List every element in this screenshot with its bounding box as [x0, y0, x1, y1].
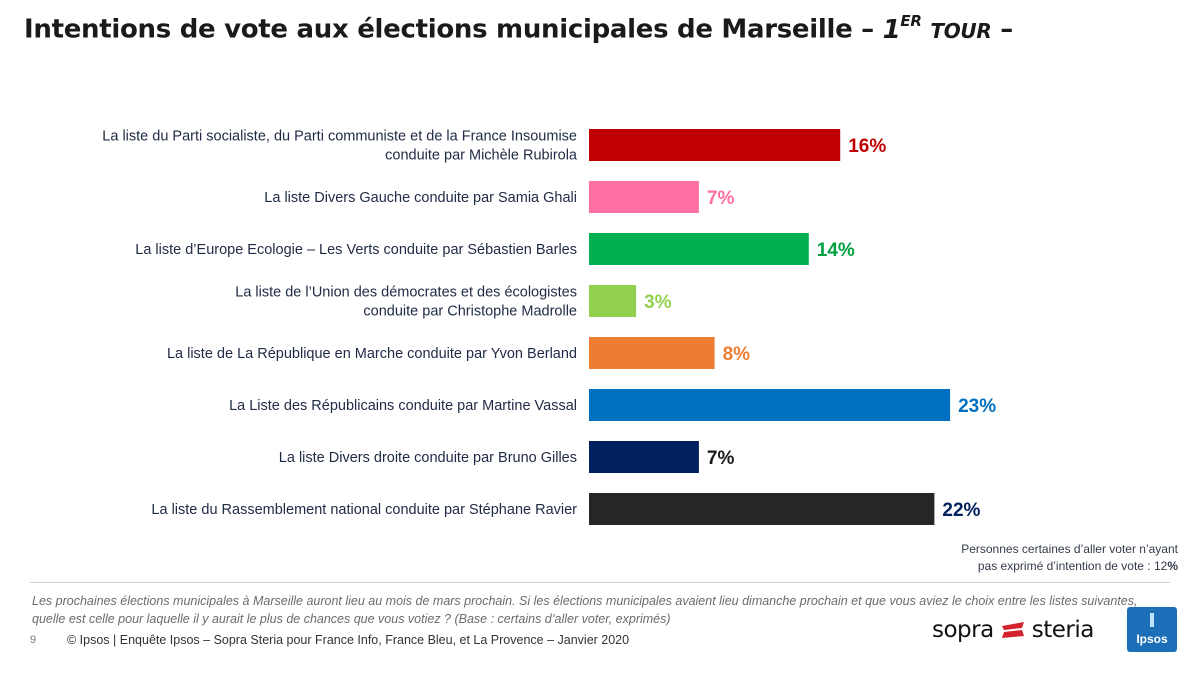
- title-round-suffix: ER: [900, 12, 922, 30]
- sopra-logo-right: steria: [1031, 617, 1095, 643]
- title-tour-word: TOUR: [930, 18, 992, 43]
- sopra-steria-mark-icon: [1001, 622, 1024, 638]
- footer-divider: [30, 582, 1170, 583]
- title-round-number: 1: [882, 14, 901, 45]
- source-credit: © Ipsos | Enquête Ipsos – Sopra Steria p…: [67, 633, 630, 647]
- bar-value-label-5: 8%: [723, 344, 751, 365]
- abstention-note: Personnes certaines d’aller voter n’ayan…: [878, 541, 1178, 575]
- sopra-steria-logo: sopra steria: [932, 617, 1094, 643]
- title-round: 1ER TOUR: [882, 12, 992, 45]
- category-label-4-line-2: conduite par Christophe Madrolle: [363, 304, 577, 320]
- abstention-note-line1: Personnes certaines d’aller voter n’ayan…: [961, 542, 1178, 556]
- bar-4: [589, 285, 637, 317]
- bar-3: [589, 233, 809, 265]
- category-label-7: La liste Divers droite conduite par Brun…: [279, 450, 577, 466]
- page-number: 9: [30, 634, 37, 646]
- abstention-note-line2: pas exprimé d’intention de vote : 12: [977, 559, 1168, 573]
- ipsos-mark-icon: [1150, 613, 1154, 627]
- category-label-5: La liste de La République en Marche cond…: [167, 346, 577, 362]
- category-label-3: La liste d’Europe Ecologie – Les Verts c…: [135, 242, 577, 258]
- title-end: –: [991, 14, 1013, 45]
- bar-1: [589, 129, 841, 161]
- bar-value-label-6: 23%: [958, 396, 996, 417]
- bar-8: [589, 493, 935, 525]
- category-label-1-line-2: conduite par Michèle Rubirola: [385, 148, 578, 164]
- category-label-4-line-1: La liste de l’Union des démocrates et de…: [235, 285, 577, 301]
- category-label-8: La liste du Rassemblement national condu…: [151, 502, 577, 518]
- bar-value-label-4: 3%: [644, 292, 672, 313]
- bar-value-label-2: 7%: [707, 188, 735, 209]
- ipsos-logo: Ipsos: [1127, 607, 1177, 652]
- category-label-6: La Liste des Républicains conduite par M…: [229, 398, 577, 414]
- bar-5: [589, 337, 715, 369]
- bar-2: [589, 181, 699, 213]
- ipsos-logo-text: Ipsos: [1136, 632, 1168, 646]
- category-label-2: La liste Divers Gauche conduite par Sami…: [264, 190, 577, 206]
- sopra-logo-left: sopra: [932, 617, 994, 643]
- title-main: Intentions de vote aux élections municip…: [24, 14, 883, 45]
- bar-chart: 16% La liste du Parti socialiste, du Part…: [102, 129, 996, 525]
- bar-value-label-7: 7%: [707, 448, 735, 469]
- bar-value-label-3: 14%: [817, 240, 855, 261]
- survey-question: Les prochaines élections municipales à M…: [32, 594, 1138, 626]
- page-title: Intentions de vote aux élections municip…: [24, 12, 1013, 45]
- bar-6: [589, 389, 951, 421]
- bar-value-label-8: 22%: [942, 500, 980, 521]
- bar-7: [589, 441, 699, 473]
- bar-value-label-1: 16%: [848, 136, 886, 157]
- category-label-1-line-1: La liste du Parti socialiste, du Parti c…: [102, 129, 577, 145]
- abstention-note-unit: %: [1167, 559, 1178, 573]
